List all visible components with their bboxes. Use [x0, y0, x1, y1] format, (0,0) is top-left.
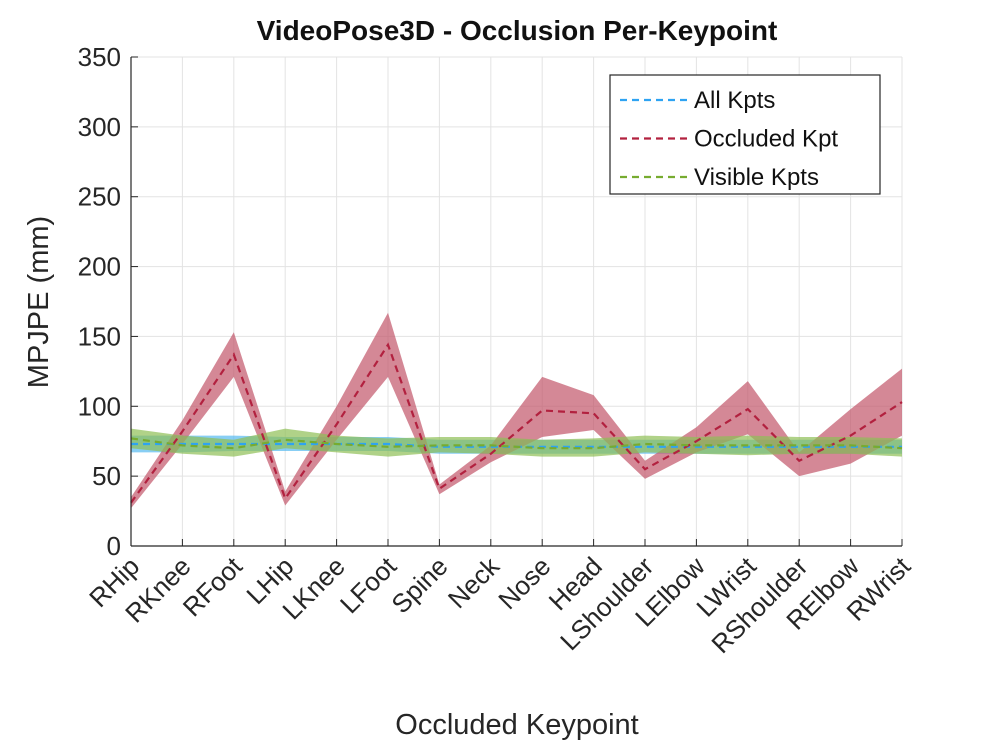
y-axis-label: MPJPE (mm) [23, 216, 55, 388]
y-tick-label: 200 [78, 252, 121, 282]
legend-label-occluded-kpt: Occluded Kpt [694, 126, 838, 153]
x-tick-label: LFoot [334, 550, 403, 619]
x-tick-label: RFoot [177, 550, 249, 622]
legend-box [609, 74, 881, 195]
y-tick-label: 50 [92, 461, 121, 491]
x-tick-label: Nose [492, 551, 556, 615]
legend: All Kpts Occluded Kpt Visible Kpts [609, 74, 881, 195]
y-tick-label: 100 [78, 391, 121, 421]
band-visible-kpts [131, 428, 902, 457]
confidence-bands [131, 312, 902, 509]
y-tick-label: 150 [78, 321, 121, 351]
band-occluded-kpt [131, 312, 902, 509]
y-tick-label: 300 [78, 112, 121, 142]
y-tick-label: 0 [107, 531, 121, 561]
legend-label-visible-kpts: Visible Kpts [694, 164, 819, 191]
x-tick-label: Neck [442, 550, 506, 614]
series-lines [130, 342, 903, 504]
legend-label-all-kpts: All Kpts [694, 87, 775, 114]
series-line-visible-kpts [130, 437, 903, 450]
y-tick-label: 250 [78, 182, 121, 212]
x-axis-label: Occluded Keypoint [395, 709, 638, 741]
x-tick-label: Spine [385, 551, 453, 619]
axes [130, 56, 903, 547]
chart-title: VideoPose3D - Occlusion Per-Keypoint [257, 15, 778, 46]
series-line-occluded-kpt [130, 342, 903, 504]
y-tick-label: 350 [78, 42, 121, 72]
